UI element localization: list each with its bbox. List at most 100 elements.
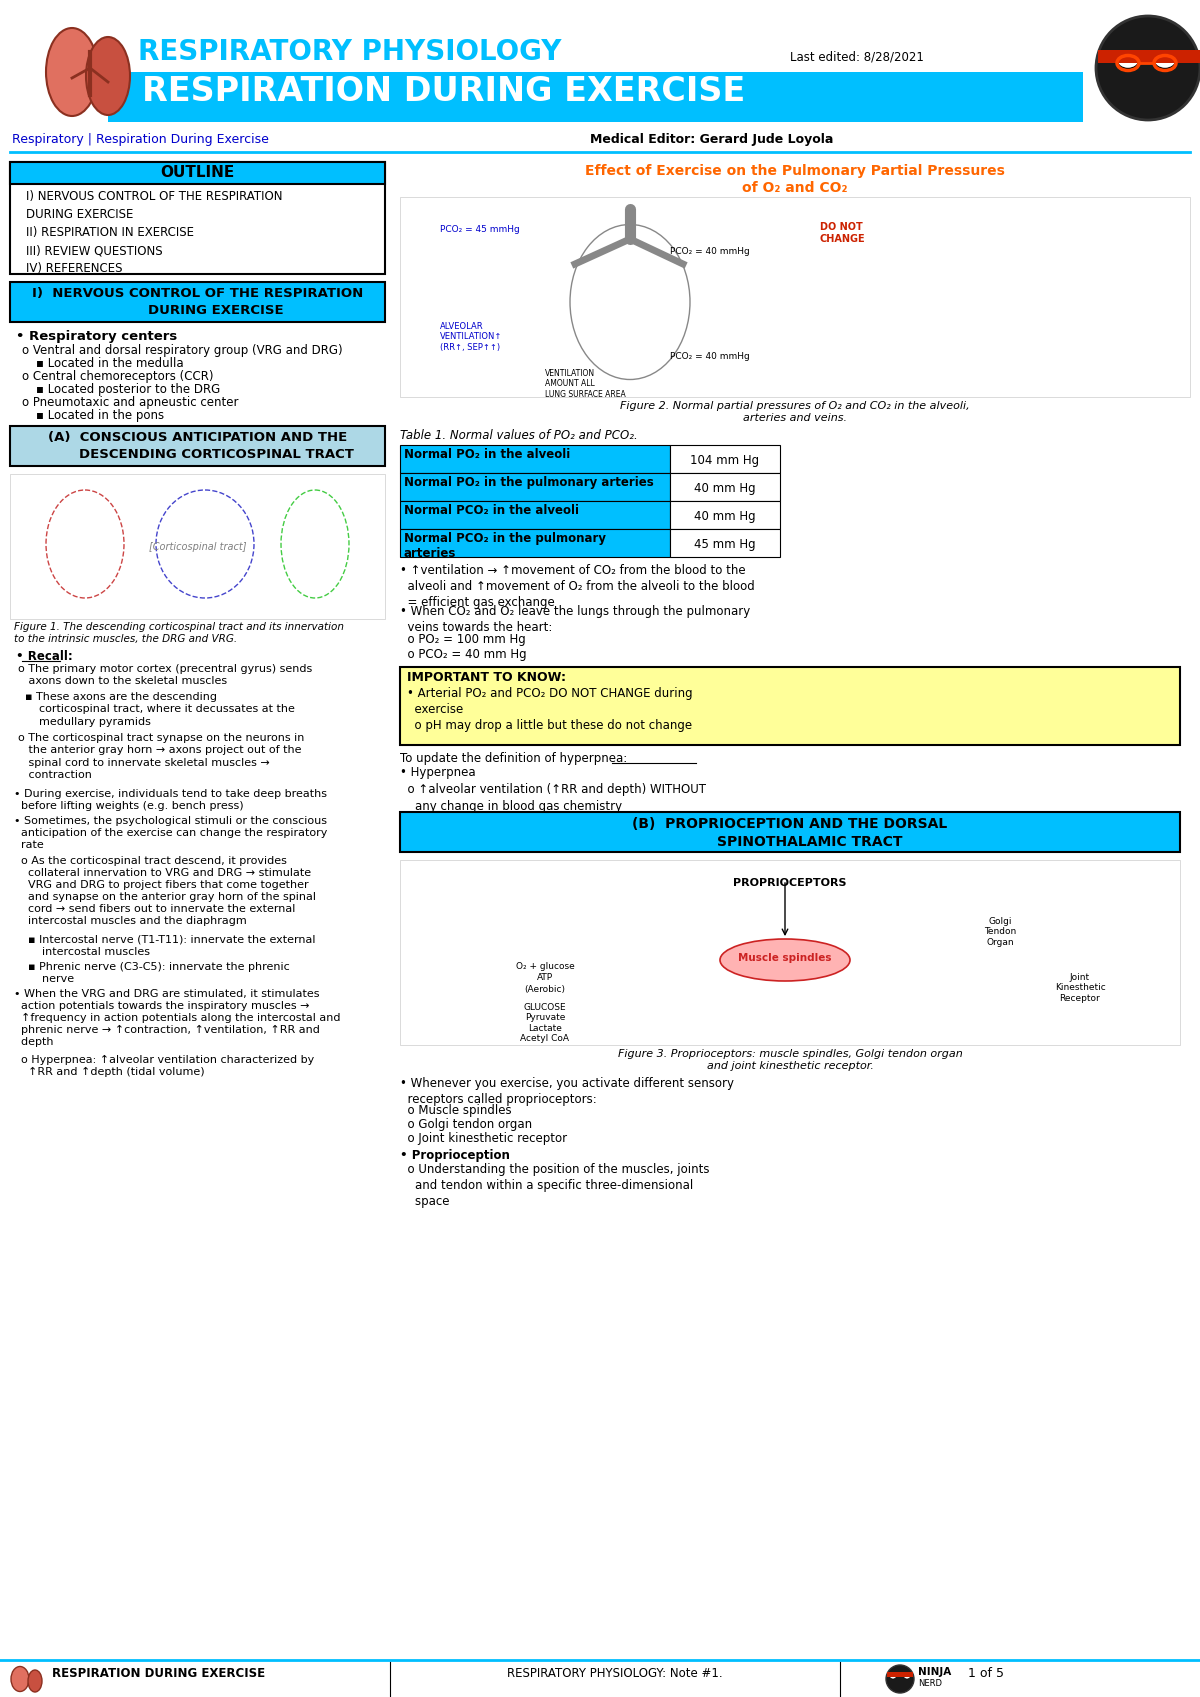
Text: RESPIRATORY PHYSIOLOGY: Note #1.: RESPIRATORY PHYSIOLOGY: Note #1.	[508, 1666, 722, 1680]
Text: • Proprioception: • Proprioception	[400, 1149, 510, 1162]
Text: Normal PCO₂ in the alveoli: Normal PCO₂ in the alveoli	[404, 504, 580, 518]
Text: ▪ Phrenic nerve (C3-C5): innervate the phrenic
        nerve: ▪ Phrenic nerve (C3-C5): innervate the p…	[14, 962, 289, 984]
Ellipse shape	[720, 938, 850, 981]
Text: • Recall:: • Recall:	[16, 650, 73, 664]
Text: PROPRIOCEPTORS: PROPRIOCEPTORS	[733, 877, 847, 888]
Bar	[400, 811, 1180, 852]
Text: NERD: NERD	[918, 1678, 942, 1689]
Text: Normal PO₂ in the alveoli: Normal PO₂ in the alveoli	[404, 448, 570, 462]
Ellipse shape	[46, 27, 98, 115]
Bar	[1098, 49, 1200, 63]
Text: ALVEOLAR
VENTILATION↑
(RR↑, SEP↑↑): ALVEOLAR VENTILATION↑ (RR↑, SEP↑↑)	[440, 322, 503, 351]
Text: o Muscle spindles: o Muscle spindles	[400, 1105, 511, 1117]
Text: o The corticospinal tract synapse on the neurons in
   the anterior gray horn → : o The corticospinal tract synapse on the…	[18, 733, 305, 781]
Text: o PCO₂ = 40 mm Hg: o PCO₂ = 40 mm Hg	[400, 648, 527, 662]
Bar	[10, 161, 385, 273]
Text: PCO₂ = 40 mmHg: PCO₂ = 40 mmHg	[670, 248, 750, 256]
Text: Last edited: 8/28/2021: Last edited: 8/28/2021	[790, 49, 924, 63]
Text: o Golgi tendon organ: o Golgi tendon organ	[400, 1118, 532, 1130]
Bar	[670, 501, 780, 529]
Text: • When CO₂ and O₂ leave the lungs through the pulmonary
  veins towards the hear: • When CO₂ and O₂ leave the lungs throug…	[400, 606, 750, 635]
Ellipse shape	[904, 1673, 911, 1678]
Ellipse shape	[570, 224, 690, 380]
Text: I) NERVOUS CONTROL OF THE RESPIRATION
DURING EXERCISE
II) RESPIRATION IN EXERCIS: I) NERVOUS CONTROL OF THE RESPIRATION DU…	[26, 190, 282, 275]
Text: • Whenever you exercise, you activate different sensory
  receptors called propr: • Whenever you exercise, you activate di…	[400, 1078, 734, 1106]
Ellipse shape	[1117, 51, 1139, 68]
Bar	[10, 426, 385, 467]
Text: (A)  CONSCIOUS ANTICIPATION AND THE
        DESCENDING CORTICOSPINAL TRACT: (A) CONSCIOUS ANTICIPATION AND THE DESCE…	[42, 431, 354, 462]
Bar	[670, 445, 780, 473]
Text: ▪ Located in the pons: ▪ Located in the pons	[36, 409, 164, 423]
Circle shape	[1096, 15, 1200, 120]
Bar	[400, 473, 670, 501]
Text: • Sometimes, the psychological stimuli or the conscious
  anticipation of the ex: • Sometimes, the psychological stimuli o…	[14, 816, 328, 850]
Text: GLUCOSE
Pyruvate
Lactate
Acetyl CoA: GLUCOSE Pyruvate Lactate Acetyl CoA	[521, 1003, 570, 1044]
Text: Figure 1. The descending corticospinal tract and its innervation
to the intrinsi: Figure 1. The descending corticospinal t…	[14, 623, 344, 645]
Text: • Hyperpnea
  o ↑alveolar ventilation (↑RR and depth) WITHOUT
    any change in : • Hyperpnea o ↑alveolar ventilation (↑RR…	[400, 765, 706, 813]
Text: ▪ Located posterior to the DRG: ▪ Located posterior to the DRG	[36, 384, 221, 395]
Ellipse shape	[86, 37, 130, 115]
Bar	[10, 282, 385, 322]
Bar	[670, 473, 780, 501]
Text: I)  NERVOUS CONTROL OF THE RESPIRATION
        DURING EXERCISE: I) NERVOUS CONTROL OF THE RESPIRATION DU…	[32, 287, 364, 317]
Text: 1 of 5: 1 of 5	[968, 1666, 1004, 1680]
Text: [Corticospinal tract]: [Corticospinal tract]	[149, 541, 246, 552]
Text: ▪ These axons are the descending
      corticospinal tract, where it decussates : ▪ These axons are the descending cortico…	[18, 692, 295, 726]
Text: Respiratory | Respiration During Exercise: Respiratory | Respiration During Exercis…	[12, 132, 269, 146]
Text: o Central chemoreceptors (CCR): o Central chemoreceptors (CCR)	[22, 370, 214, 384]
Bar	[10, 161, 385, 183]
Text: PCO₂ = 45 mmHg: PCO₂ = 45 mmHg	[440, 226, 520, 234]
Text: o As the corticospinal tract descend, it provides
    collateral innervation to : o As the corticospinal tract descend, it…	[14, 855, 316, 927]
Text: o Hyperpnea: ↑alveolar ventilation characterized by
    ↑RR and ↑depth (tidal vo: o Hyperpnea: ↑alveolar ventilation chara…	[14, 1056, 314, 1078]
Text: ▪ Located in the medulla: ▪ Located in the medulla	[36, 356, 184, 370]
Text: OUTLINE: OUTLINE	[161, 165, 235, 180]
Text: DO NOT
CHANGE: DO NOT CHANGE	[820, 222, 865, 244]
Text: VENTILATION
AMOUNT ALL
LUNG SURFACE AREA: VENTILATION AMOUNT ALL LUNG SURFACE AREA	[545, 368, 625, 399]
Text: RESPIRATION DURING EXERCISE: RESPIRATION DURING EXERCISE	[142, 75, 745, 109]
Bar	[670, 529, 780, 557]
Ellipse shape	[1154, 51, 1176, 68]
Bar	[400, 860, 1180, 1045]
Bar	[0, 0, 1200, 170]
Text: RESPIRATION DURING EXERCISE: RESPIRATION DURING EXERCISE	[52, 1666, 265, 1680]
Ellipse shape	[889, 1673, 896, 1678]
Text: Figure 3. Proprioceptors: muscle spindles, Golgi tendon organ
and joint kinesthe: Figure 3. Proprioceptors: muscle spindle…	[618, 1049, 962, 1071]
Text: PCO₂ = 40 mmHg: PCO₂ = 40 mmHg	[670, 351, 750, 361]
Text: 40 mm Hg: 40 mm Hg	[694, 482, 756, 496]
Text: Table 1. Normal values of PO₂ and PCO₂.: Table 1. Normal values of PO₂ and PCO₂.	[400, 429, 637, 441]
Bar	[108, 71, 1084, 122]
Text: o PO₂ = 100 mm Hg: o PO₂ = 100 mm Hg	[400, 633, 526, 647]
Text: Joint
Kinesthetic
Receptor: Joint Kinesthetic Receptor	[1055, 972, 1105, 1003]
Text: • Arterial PO₂ and PCO₂ DO NOT CHANGE during
  exercise
  o pH may drop a little: • Arterial PO₂ and PCO₂ DO NOT CHANGE du…	[407, 687, 692, 731]
Bar	[887, 1672, 913, 1677]
Text: Muscle spindles: Muscle spindles	[738, 954, 832, 962]
Bar	[0, 1661, 1200, 1697]
Text: ▪ Intercostal nerve (T1-T11): innervate the external
        intercostal muscles: ▪ Intercostal nerve (T1-T11): innervate …	[14, 935, 316, 957]
Text: • When the VRG and DRG are stimulated, it stimulates
  action potentials towards: • When the VRG and DRG are stimulated, i…	[14, 989, 341, 1047]
Text: o Ventral and dorsal respiratory group (VRG and DRG): o Ventral and dorsal respiratory group (…	[22, 344, 343, 356]
Text: Effect of Exercise on the Pulmonary Partial Pressures
of O₂ and CO₂: Effect of Exercise on the Pulmonary Part…	[586, 165, 1004, 195]
Ellipse shape	[11, 1666, 29, 1692]
Text: RESPIRATORY PHYSIOLOGY: RESPIRATORY PHYSIOLOGY	[138, 37, 562, 66]
Text: o Pneumotaxic and apneustic center: o Pneumotaxic and apneustic center	[22, 395, 239, 409]
Text: • Respiratory centers: • Respiratory centers	[16, 329, 178, 343]
Text: o The primary motor cortex (precentral gyrus) sends
   axons down to the skeleta: o The primary motor cortex (precentral g…	[18, 664, 312, 686]
Text: • ↑ventilation → ↑movement of CO₂ from the blood to the
  alveoli and ↑movement : • ↑ventilation → ↑movement of CO₂ from t…	[400, 563, 755, 609]
Bar	[10, 473, 385, 619]
Text: (B)  PROPRIOCEPTION AND THE DORSAL
        SPINOTHALAMIC TRACT: (B) PROPRIOCEPTION AND THE DORSAL SPINOT…	[632, 816, 948, 850]
Bar	[400, 529, 670, 557]
Bar	[400, 501, 670, 529]
Text: Medical Editor: Gerard Jude Loyola: Medical Editor: Gerard Jude Loyola	[590, 132, 833, 146]
Text: Normal PCO₂ in the pulmonary
arteries: Normal PCO₂ in the pulmonary arteries	[404, 531, 606, 560]
Text: IMPORTANT TO KNOW:: IMPORTANT TO KNOW:	[407, 670, 566, 684]
Text: 104 mm Hg: 104 mm Hg	[690, 455, 760, 467]
Text: Normal PO₂ in the pulmonary arteries: Normal PO₂ in the pulmonary arteries	[404, 475, 654, 489]
Bar	[400, 445, 670, 473]
Text: Figure 2. Normal partial pressures of O₂ and CO₂ in the alveoli,
arteries and ve: Figure 2. Normal partial pressures of O₂…	[620, 400, 970, 423]
Ellipse shape	[28, 1670, 42, 1692]
Text: O₂ + glucose
ATP
(Aerobic): O₂ + glucose ATP (Aerobic)	[516, 962, 575, 994]
Text: Golgi
Tendon
Organ: Golgi Tendon Organ	[984, 916, 1016, 947]
Text: 45 mm Hg: 45 mm Hg	[694, 538, 756, 552]
Text: NINJA: NINJA	[918, 1666, 952, 1677]
Text: o Joint kinesthetic receptor: o Joint kinesthetic receptor	[400, 1132, 568, 1145]
